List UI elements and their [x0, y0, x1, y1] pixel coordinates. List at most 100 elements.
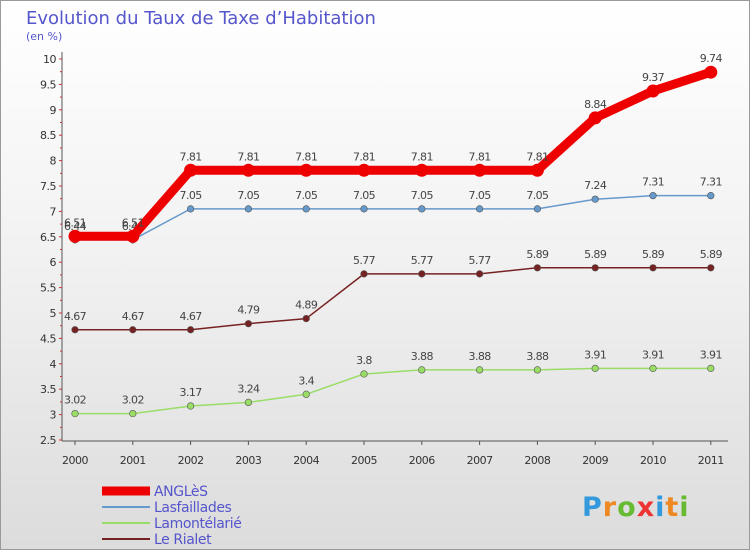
x-tick-label: 2009	[582, 454, 608, 467]
y-tick-label: 6	[50, 256, 57, 269]
legend-label: Lasfaillades	[154, 500, 232, 516]
data-point	[704, 65, 718, 79]
x-tick-label: 2003	[235, 454, 261, 467]
data-point	[415, 163, 429, 177]
data-point	[533, 366, 542, 374]
data-label: 7.05	[411, 189, 434, 202]
legend-entry: ANGLèS	[102, 484, 208, 500]
legend-entry: Lamontélarié	[102, 516, 242, 532]
data-label: 4.67	[180, 310, 203, 323]
y-tick-label: 9	[50, 104, 57, 117]
data-label: 7.05	[237, 189, 260, 202]
data-point	[533, 264, 542, 272]
data-point	[71, 409, 79, 418]
data-point	[649, 264, 657, 272]
y-tick-label: 7	[50, 205, 57, 218]
data-label: 7.81	[469, 150, 491, 163]
series-le-rialet: 4.67 4.67 4.67 4.79 4.89 5.77 5.77 5.77 5.89 5.89…	[64, 248, 723, 334]
data-point	[707, 192, 715, 200]
data-label: 4.67	[122, 310, 145, 323]
data-label: 3.02	[122, 394, 144, 407]
logo-letter: r	[603, 492, 617, 523]
series-line	[74, 267, 712, 331]
chart-title: Evolution du Taux de Taxe d’Habitation	[26, 8, 376, 29]
data-label: 7.05	[353, 189, 376, 202]
data-label: 5.77	[353, 254, 376, 267]
data-label: 7.05	[295, 189, 318, 202]
data-label: 5.77	[411, 254, 434, 267]
legend-entry: Lasfaillades	[102, 500, 232, 516]
data-point	[357, 163, 371, 177]
series-layer: 3.02 3.02 3.17 3.24 3.4 3.8 3.88 3.88 3.88 3.91 3.…	[64, 52, 723, 418]
data-point	[71, 326, 79, 334]
x-tick-label: 2001	[120, 454, 146, 467]
data-point	[68, 229, 82, 243]
data-label: 7.31	[642, 176, 664, 189]
data-point	[241, 163, 255, 177]
logo-letter: t	[665, 492, 679, 523]
y-tick-label: 8	[50, 155, 57, 168]
logo-letter: x	[637, 492, 655, 523]
y-tick-label: 6.5	[40, 231, 56, 244]
data-point	[129, 326, 137, 334]
data-point	[591, 364, 599, 372]
data-label: 7.81	[526, 150, 548, 163]
y-tick-label: 7.5	[40, 180, 56, 193]
data-label: 7.81	[180, 150, 202, 163]
series-line	[70, 67, 716, 241]
data-point	[476, 270, 484, 278]
data-point	[299, 163, 313, 177]
data-point	[187, 205, 195, 213]
data-label: 6.51	[122, 216, 144, 229]
y-tick-label: 4	[50, 358, 57, 371]
data-label: 3.17	[180, 386, 203, 399]
legend-label: ANGLèS	[154, 484, 208, 500]
data-point	[360, 270, 368, 278]
legend-entry: Le Rialet	[102, 532, 213, 548]
x-tick-label: 2005	[351, 454, 377, 467]
data-point	[126, 229, 140, 243]
data-point	[187, 402, 195, 410]
data-label: 4.79	[237, 304, 260, 317]
y-tick-label: 10	[43, 53, 56, 66]
y-tick-label: 9.5	[40, 78, 56, 91]
data-point	[418, 366, 426, 374]
data-point	[707, 264, 715, 272]
data-label: 3.24	[237, 382, 260, 395]
data-point	[302, 205, 310, 213]
data-point	[476, 205, 484, 213]
chart-subtitle: (en %)	[26, 30, 62, 43]
data-label: 3.8	[356, 354, 372, 367]
x-tick-label: 2007	[467, 454, 493, 467]
y-tick-label: 4.5	[40, 332, 56, 345]
legend-label: Le Rialet	[154, 532, 212, 548]
data-label: 8.84	[584, 98, 607, 111]
logo-letter: o	[617, 492, 637, 523]
x-tick-label: 2011	[698, 454, 724, 467]
x-tick-label: 2004	[293, 454, 319, 467]
data-label: 7.81	[295, 150, 317, 163]
x-tick-label: 2010	[640, 454, 666, 467]
data-label: 7.81	[353, 150, 375, 163]
data-label: 6.44	[64, 220, 87, 233]
x-tick-label: 2002	[178, 454, 204, 467]
data-point	[418, 205, 426, 213]
axes: 2.5 3 3.5 4 4.5 5 5.5 6 6.5 7 7.5 8 8.5 9 9.5 10 2000 200…	[40, 52, 728, 467]
data-label: 5.89	[642, 248, 665, 261]
data-point	[533, 205, 542, 213]
data-point	[244, 205, 252, 213]
data-label: 5.89	[526, 248, 549, 261]
data-point	[591, 264, 599, 272]
data-label: 7.81	[237, 150, 259, 163]
data-point	[302, 314, 310, 323]
data-label: 7.81	[411, 150, 433, 163]
data-point	[187, 326, 195, 334]
data-label: 5.77	[469, 254, 492, 267]
data-label: 6.51	[64, 216, 86, 229]
data-point	[473, 163, 487, 177]
data-label: 3.88	[411, 350, 434, 363]
data-label: 3.02	[64, 394, 86, 407]
